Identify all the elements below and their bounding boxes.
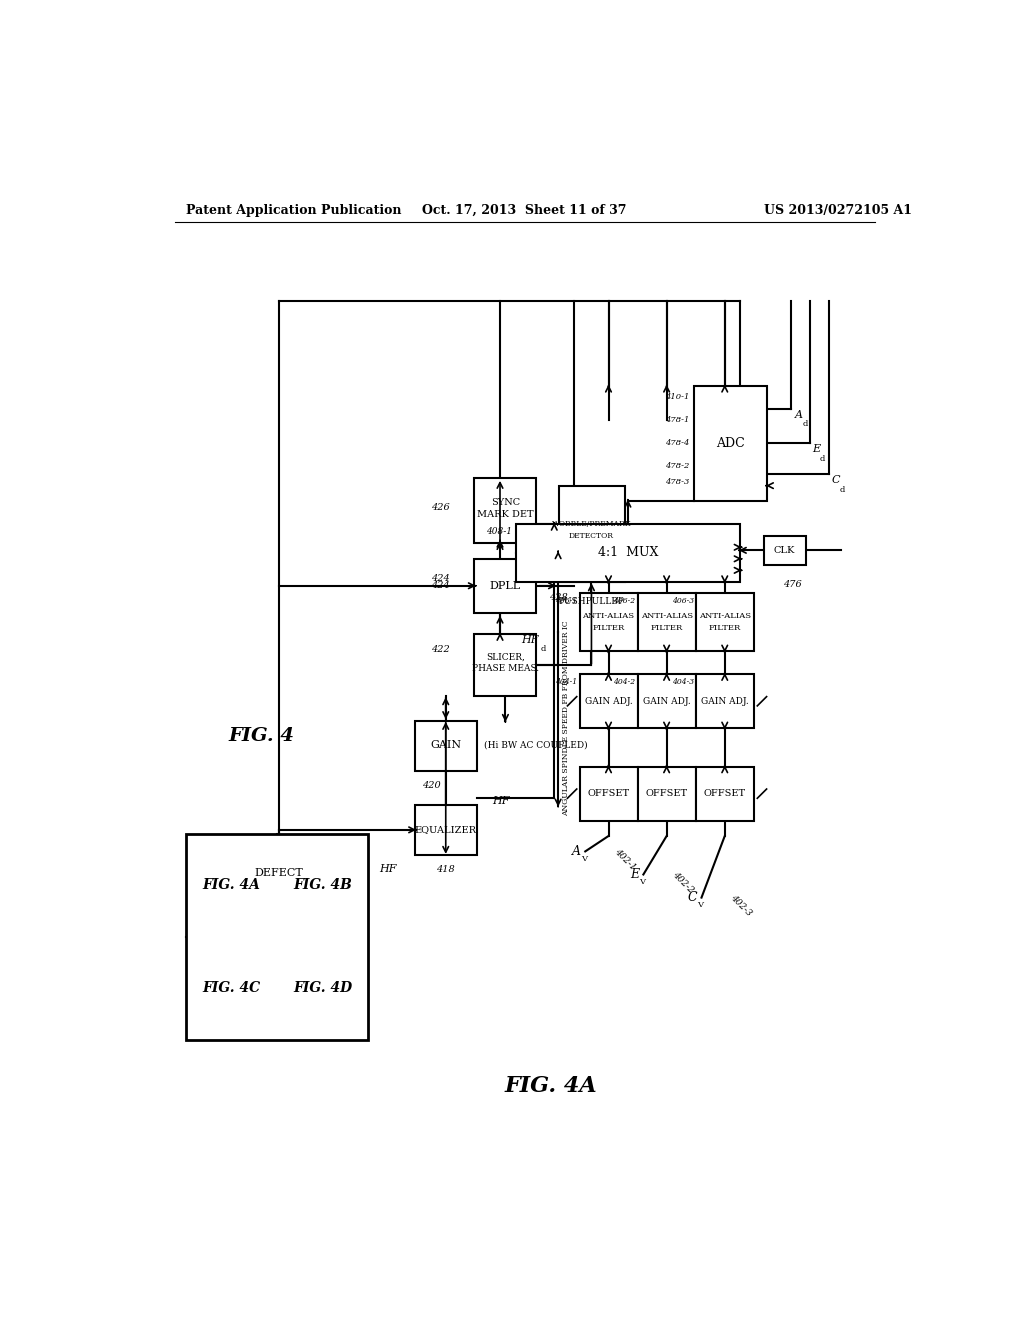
Text: 422: 422 (431, 645, 450, 655)
Text: FILTER: FILTER (650, 624, 683, 632)
Text: 478-2: 478-2 (666, 462, 690, 470)
Text: 402-3: 402-3 (729, 892, 754, 917)
Bar (559, 486, 625, 582)
Bar (580, 675, 638, 729)
Bar (580, 594, 638, 651)
Text: V: V (581, 855, 587, 863)
Text: C: C (688, 891, 697, 904)
Text: HF: HF (521, 635, 539, 644)
Text: 478-1: 478-1 (666, 416, 690, 424)
Text: OFFSET: OFFSET (703, 789, 745, 799)
Text: FILTER: FILTER (592, 624, 625, 632)
Text: E: E (812, 445, 820, 454)
Text: GAIN: GAIN (430, 741, 462, 750)
Text: CLK: CLK (774, 546, 795, 554)
Text: A: A (795, 409, 803, 420)
Bar (474, 635, 537, 696)
Text: US 2013/0272105 A1: US 2013/0272105 A1 (764, 205, 911, 218)
Text: V: V (639, 878, 645, 886)
Text: DEFECT: DEFECT (255, 869, 303, 878)
Text: d: d (802, 420, 808, 428)
Text: 424: 424 (431, 574, 450, 582)
Text: PUSHPULLBP: PUSHPULLBP (558, 597, 625, 606)
Text: 404-2: 404-2 (613, 678, 636, 686)
Text: FIG. 4C: FIG. 4C (202, 982, 260, 995)
Text: E: E (631, 869, 640, 880)
Text: 428: 428 (549, 593, 567, 602)
Text: 402-2: 402-2 (671, 870, 695, 895)
Bar (696, 594, 755, 651)
Text: GAIN ADJ.: GAIN ADJ. (643, 697, 690, 706)
Bar (515, 524, 740, 582)
Text: C: C (831, 475, 841, 486)
Text: ANTI-ALIAS: ANTI-ALIAS (583, 611, 635, 620)
Text: 404-1: 404-1 (555, 678, 578, 686)
Text: 476: 476 (782, 579, 802, 589)
Text: FIG. 4: FIG. 4 (228, 727, 295, 744)
Bar (764, 536, 806, 565)
Text: 418: 418 (436, 865, 455, 874)
Text: SYNC: SYNC (490, 498, 520, 507)
Text: ANTI-ALIAS: ANTI-ALIAS (698, 611, 751, 620)
Text: d: d (820, 454, 825, 463)
Bar (693, 385, 767, 502)
Text: 4:1  MUX: 4:1 MUX (598, 546, 658, 560)
Bar (638, 767, 696, 821)
Text: 424: 424 (431, 581, 450, 590)
Text: HF: HF (493, 796, 510, 807)
Text: FIG. 4A: FIG. 4A (202, 878, 260, 892)
Text: (Hi BW AC COUPLED): (Hi BW AC COUPLED) (484, 741, 588, 750)
Text: PHASE MEAS.: PHASE MEAS. (472, 664, 539, 673)
Text: 406-3: 406-3 (672, 597, 693, 605)
Bar (696, 675, 755, 729)
Bar (696, 767, 755, 821)
Text: HF: HF (379, 865, 396, 874)
Text: WOBBLE/PREMARK: WOBBLE/PREMARK (552, 520, 631, 528)
Text: 406-2: 406-2 (613, 597, 636, 605)
Text: 478-3: 478-3 (666, 478, 690, 486)
Text: 408-1: 408-1 (485, 528, 512, 536)
Bar (638, 594, 696, 651)
Text: 406-1: 406-1 (555, 597, 578, 605)
Bar (638, 675, 696, 729)
Text: V: V (697, 902, 703, 909)
Text: GAIN ADJ.: GAIN ADJ. (585, 697, 633, 706)
Text: 426: 426 (431, 503, 450, 512)
Bar (474, 558, 537, 612)
Text: ANGULAR SPINDLE SPEED FB FROM DRIVER IC: ANGULAR SPINDLE SPEED FB FROM DRIVER IC (562, 620, 570, 816)
Bar (415, 721, 477, 771)
Text: 420: 420 (423, 781, 441, 791)
Text: 404-3: 404-3 (672, 678, 693, 686)
Bar (474, 478, 537, 544)
Text: DPLL: DPLL (489, 581, 521, 591)
Text: MARK DET: MARK DET (477, 510, 534, 519)
Text: FILTER: FILTER (709, 624, 741, 632)
Text: OFFSET: OFFSET (645, 789, 688, 799)
Text: FIG. 4B: FIG. 4B (293, 878, 352, 892)
Text: DETECTOR: DETECTOR (569, 532, 614, 540)
Text: d: d (840, 486, 845, 494)
Text: OFFSET: OFFSET (588, 789, 630, 799)
Text: GAIN ADJ.: GAIN ADJ. (700, 697, 749, 706)
Text: FIG. 4A: FIG. 4A (504, 1076, 597, 1097)
Text: 478-4: 478-4 (666, 440, 690, 447)
Text: FIG. 4D: FIG. 4D (293, 982, 352, 995)
Text: Patent Application Publication: Patent Application Publication (186, 205, 401, 218)
Text: d: d (541, 645, 546, 653)
Text: ANTI-ALIAS: ANTI-ALIAS (641, 611, 692, 620)
Bar (415, 805, 477, 855)
Text: EQUALIZER: EQUALIZER (415, 825, 477, 834)
Text: 410-1: 410-1 (666, 393, 690, 401)
Bar (580, 767, 638, 821)
Text: ADC: ADC (716, 437, 744, 450)
Text: 402-1: 402-1 (612, 846, 637, 871)
Text: SLICER,: SLICER, (486, 653, 525, 661)
Text: Oct. 17, 2013  Sheet 11 of 37: Oct. 17, 2013 Sheet 11 of 37 (423, 205, 627, 218)
Bar (186, 834, 369, 1040)
Text: A: A (572, 845, 582, 858)
